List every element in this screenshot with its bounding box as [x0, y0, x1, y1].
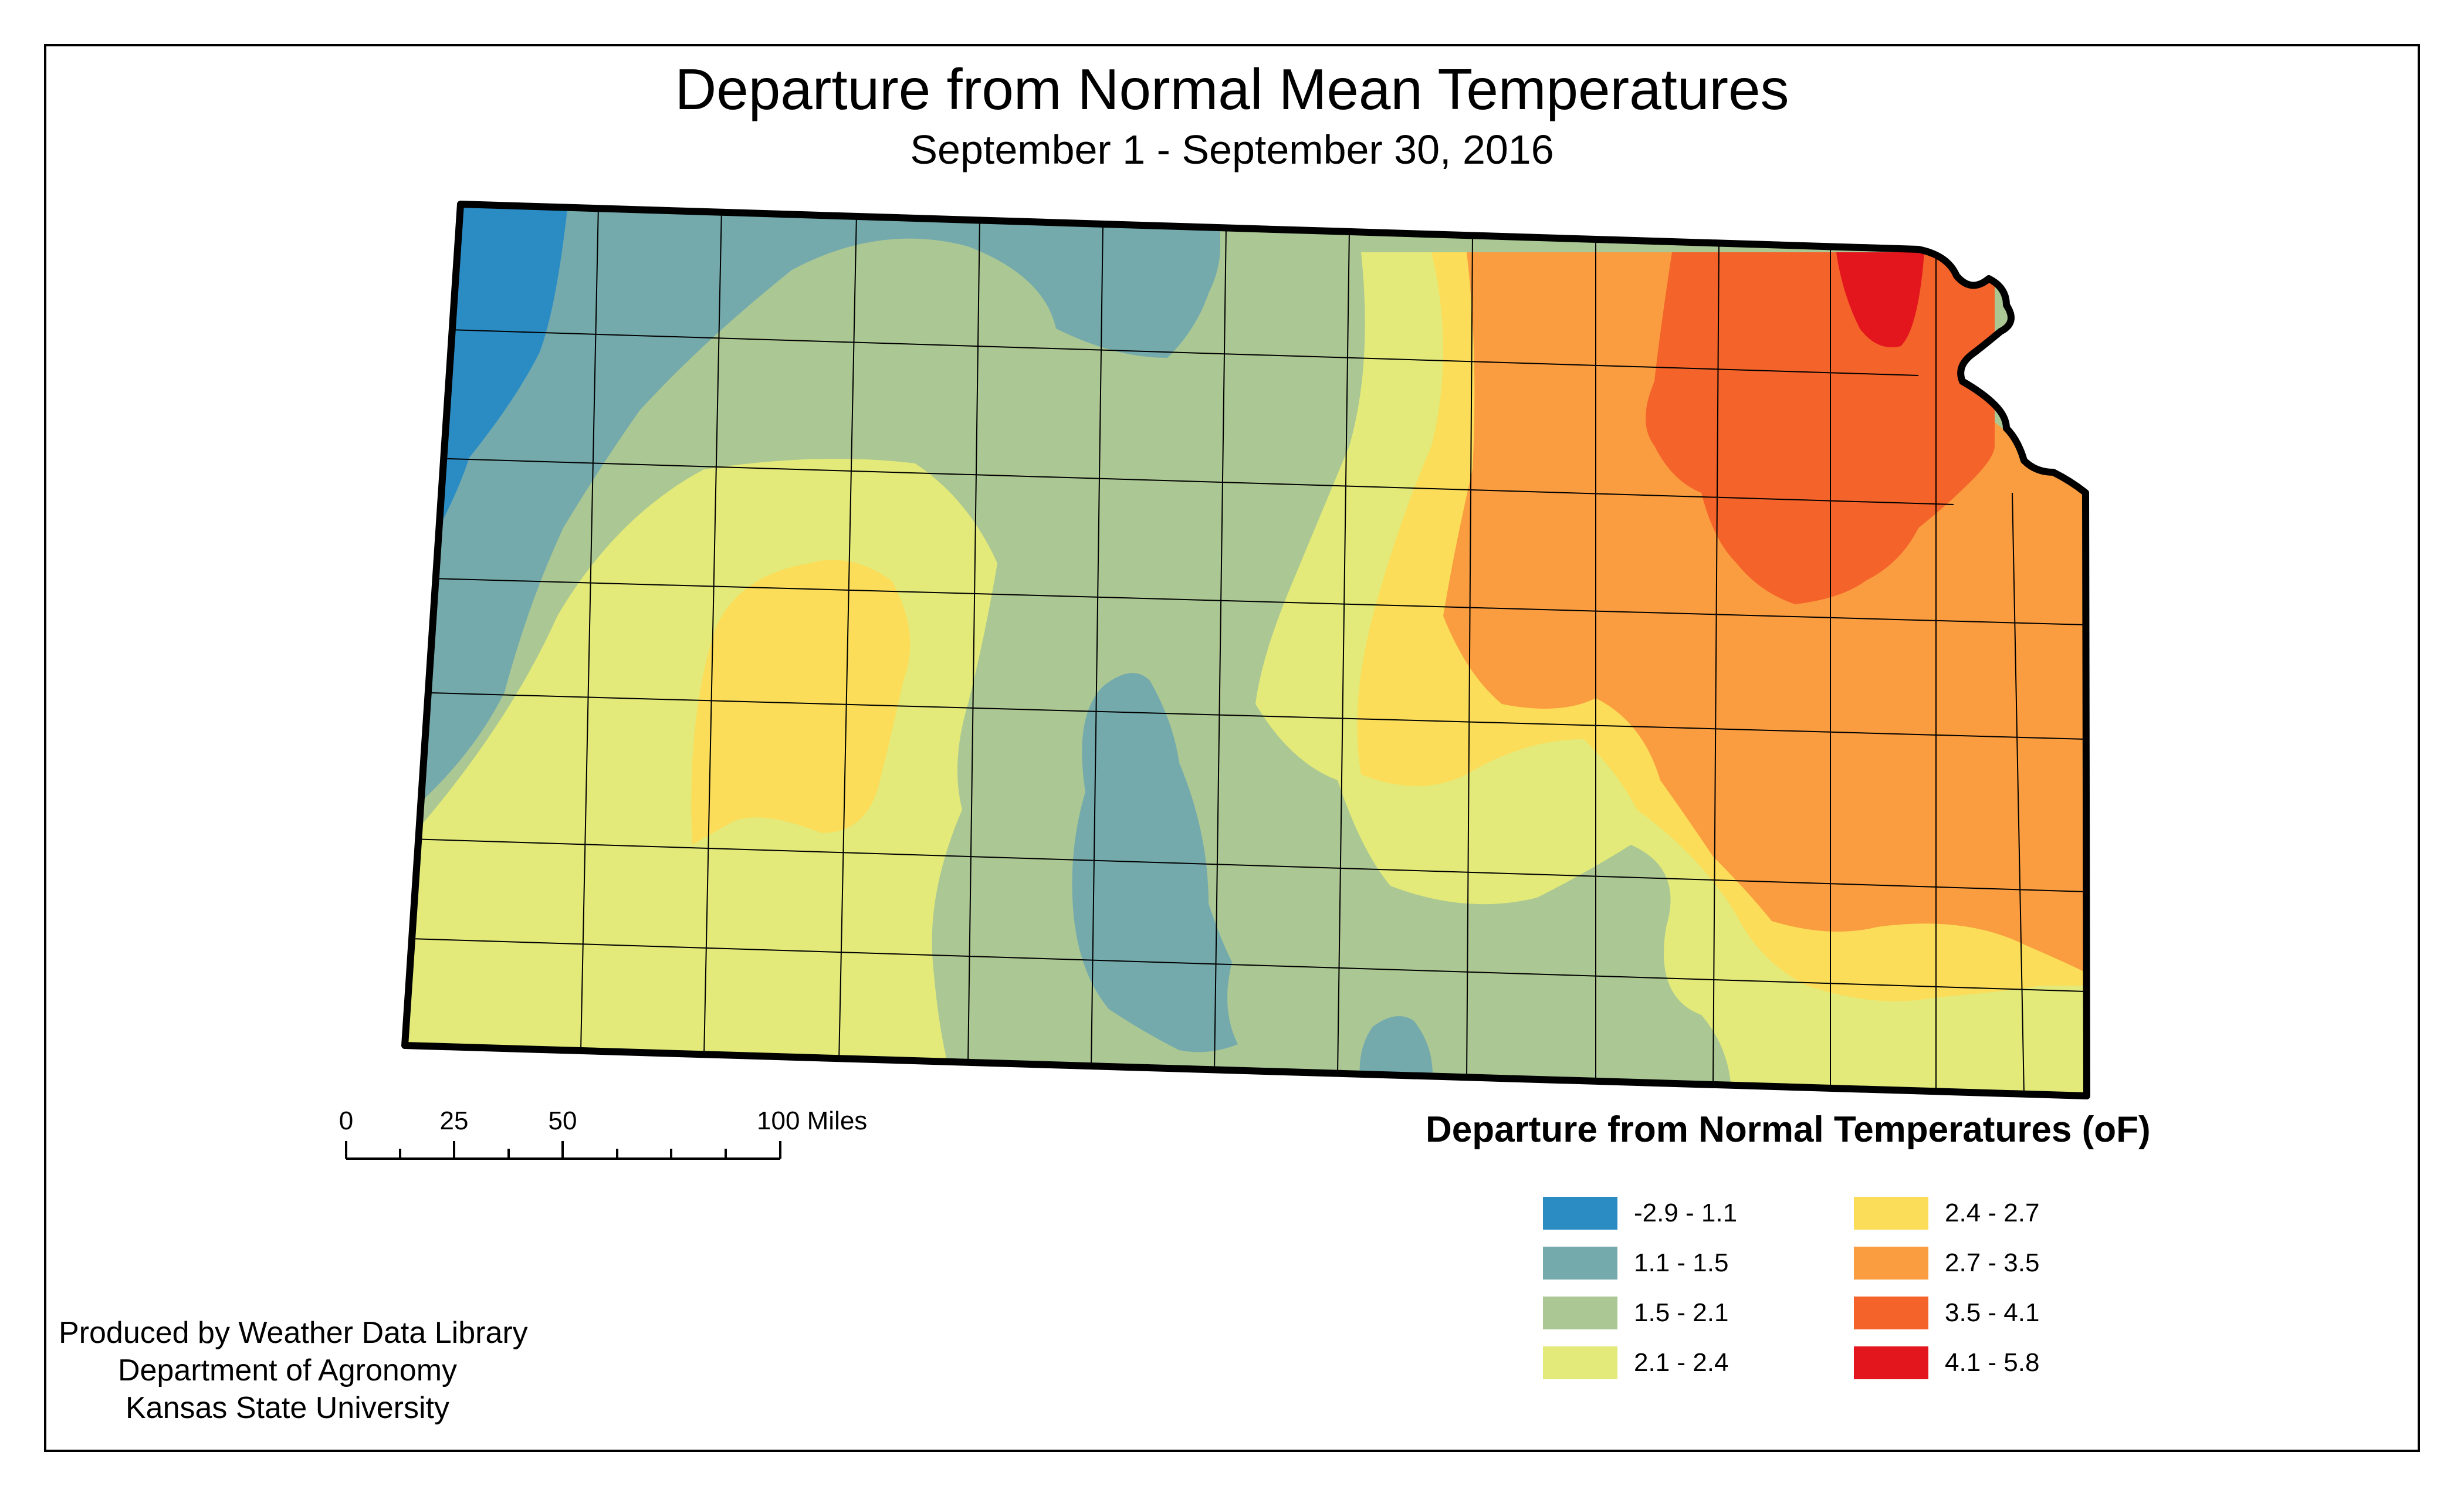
legend-label: 1.1 - 1.5: [1634, 1248, 1729, 1277]
zone-2-4-2-7-west: [691, 560, 911, 845]
scale-label-0: 0: [339, 1106, 353, 1135]
temperature-zones: [405, 204, 2087, 1096]
legend-swatch: [1854, 1297, 1928, 1329]
legend-swatch: [1854, 1197, 1928, 1230]
map-title: Departure from Normal Mean Temperatures: [675, 57, 1789, 121]
legend-swatch: [1543, 1346, 1617, 1379]
credit-line: Kansas State University: [125, 1391, 450, 1425]
scale-label-25: 25: [440, 1106, 469, 1135]
legend-label: 4.1 - 5.8: [1945, 1348, 2040, 1377]
scale-bar: [345, 1141, 781, 1160]
zone-3-5-4-1: [1646, 252, 1995, 604]
legend-label: 2.4 - 2.7: [1945, 1199, 2040, 1227]
zone-1-1-1-5-west: [405, 204, 1220, 821]
legend-title: Departure from Normal Temperatures (oF): [1426, 1109, 2151, 1150]
credits: Produced by Weather Data Library Departm…: [59, 1314, 528, 1427]
legend-swatch: [1543, 1297, 1617, 1329]
legend-label: 2.1 - 2.4: [1634, 1348, 1729, 1377]
legend-label: 3.5 - 4.1: [1945, 1298, 2040, 1327]
legend-swatch: [1543, 1197, 1617, 1230]
scale-label-100-miles: 100 Miles: [757, 1106, 867, 1135]
legend-swatch: [1854, 1346, 1928, 1379]
zone-4-1-5-8: [1836, 252, 1924, 347]
county-lines: [410, 205, 2086, 1095]
legend-label: 2.7 - 3.5: [1945, 1248, 2040, 1277]
credit-line: Produced by Weather Data Library: [59, 1316, 528, 1350]
legend-label: 1.5 - 2.1: [1634, 1298, 1729, 1327]
legend-swatch: [1854, 1247, 1928, 1280]
credit-line: Department of Agronomy: [117, 1353, 458, 1387]
map-frame: [44, 44, 2420, 1452]
legend-swatch: [1543, 1247, 1617, 1280]
scale-label-50: 50: [549, 1106, 577, 1135]
kansas-state-outline: [401, 201, 2090, 1099]
legend-label: -2.9 - 1.1: [1634, 1199, 1738, 1227]
map-subtitle: September 1 - September 30, 2016: [910, 127, 1554, 172]
